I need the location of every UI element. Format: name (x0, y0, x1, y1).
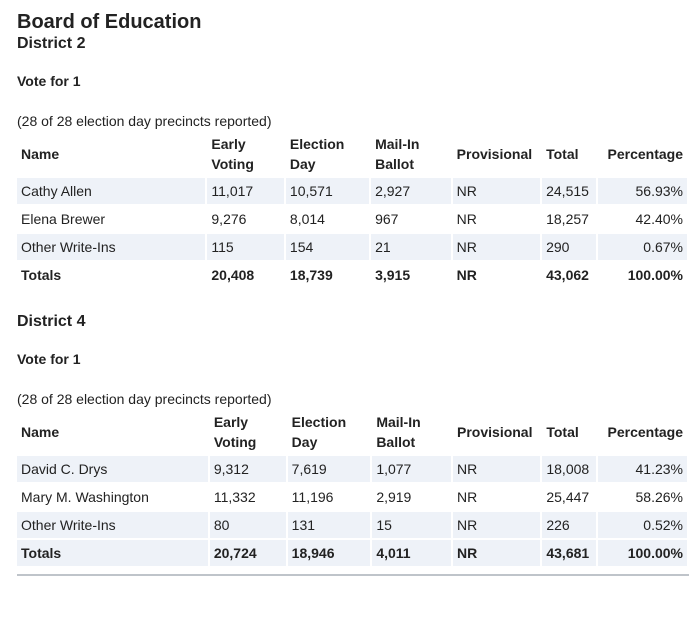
page-title: Board of Education (17, 11, 202, 33)
totals-row: Totals 20,724 18,946 4,011 NR 43,681 100… (17, 540, 687, 566)
provisional-total: NR (453, 540, 541, 566)
results-page: Board of Education District 2 Vote for 1… (17, 11, 689, 576)
early-voting-value: 11,332 (213, 489, 256, 505)
table-row: David C. Drys 9,312 7,619 1,077 NR 18,00… (17, 456, 687, 482)
early-voting-value: 9,312 (209, 456, 286, 482)
total-value: 290 (542, 234, 596, 260)
header-mail-in-ballot: Mail-In Ballot (376, 414, 421, 450)
provisional-value: NR (453, 456, 541, 482)
mail-in-value: 2,927 (371, 178, 451, 204)
header-early-voting: Early Voting (211, 136, 254, 172)
header-provisional: Provisional (457, 424, 533, 440)
early-voting-total: 20,408 (211, 267, 255, 283)
early-voting-value: 9,276 (211, 211, 247, 227)
table-row: Mary M. Washington 11,332 11,196 2,919 N… (17, 484, 687, 510)
mail-in-value: 1,077 (372, 456, 452, 482)
header-name: Name (21, 424, 60, 440)
election-day-total: 18,946 (287, 540, 371, 566)
total-value: 226 (542, 512, 596, 538)
percentage-total: 100.00% (597, 540, 687, 566)
table-header-row: Name Early Voting Election Day Mail-In Ball… (17, 410, 687, 454)
header-provisional: Provisional (456, 146, 533, 162)
election-day-value: 131 (287, 512, 371, 538)
vote-for-label: Vote for 1 (17, 351, 81, 367)
header-election-day: Election Day (289, 136, 345, 172)
total-value: 25,447 (546, 489, 590, 505)
candidate-name: Mary M. Washington (21, 489, 149, 505)
provisional-value: NR (456, 211, 477, 227)
precincts-reported: (28 of 28 election day precincts reporte… (17, 391, 272, 407)
header-mail-in-ballot: Mail-In Ballot (375, 136, 420, 172)
percentage-value: 56.93% (597, 178, 687, 204)
total-value: 18,008 (542, 456, 596, 482)
totals-label: Totals (17, 540, 208, 566)
header-name: Name (21, 146, 60, 162)
candidate-name: David C. Drys (17, 456, 208, 482)
election-day-value: 10,571 (285, 178, 370, 204)
total-value: 24,515 (542, 178, 596, 204)
header-percentage: Percentage (607, 424, 683, 440)
provisional-value: NR (452, 178, 541, 204)
provisional-value: NR (453, 512, 541, 538)
vote-for-label: Vote for 1 (17, 73, 81, 89)
header-early-voting: Early Voting (213, 414, 257, 450)
totals-row: Totals 20,408 18,739 3,915 NR 43,062 100… (17, 262, 687, 288)
header-percentage: Percentage (607, 146, 683, 162)
grand-total: 43,062 (546, 267, 589, 283)
results-table: Name Early Voting Election Day Mail-In Ball… (15, 130, 689, 290)
election-day-value: 7,619 (287, 456, 371, 482)
candidate-name: Cathy Allen (17, 178, 206, 204)
election-day-value: 8,014 (289, 211, 325, 227)
percentage-value: 58.26% (635, 489, 683, 505)
early-voting-value: 115 (207, 234, 284, 260)
mail-in-value: 967 (375, 211, 399, 227)
election-day-value: 11,196 (291, 489, 334, 505)
mail-in-value: 15 (372, 512, 452, 538)
percentage-total: 100.00% (627, 267, 683, 283)
candidate-name: Elena Brewer (21, 211, 106, 227)
header-election-day: Election Day (291, 414, 347, 450)
candidate-name: Other Write-Ins (17, 234, 206, 260)
district-section: District 2 Vote for 1 (28 of 28 election… (17, 34, 687, 290)
table-row: Other Write-Ins 115 154 21 NR 290 0.67% (17, 234, 687, 260)
precincts-reported: (28 of 28 election day precincts reporte… (17, 113, 272, 129)
district-section: District 4 Vote for 1 (28 of 28 election… (17, 312, 687, 568)
early-voting-value: 11,017 (207, 178, 284, 204)
mail-in-value: 21 (371, 234, 451, 260)
grand-total: 43,681 (542, 540, 596, 566)
total-value: 18,257 (546, 211, 589, 227)
early-voting-value: 80 (209, 512, 286, 538)
provisional-total: NR (456, 267, 477, 283)
mail-in-value: 2,919 (376, 489, 412, 505)
percentage-value: 0.52% (597, 512, 687, 538)
results-table: Name Early Voting Election Day Mail-In Ball… (15, 408, 689, 568)
candidate-name: Other Write-Ins (17, 512, 208, 538)
table-header-row: Name Early Voting Election Day Mail-In Ball… (17, 132, 687, 176)
district-title: District 4 (17, 313, 86, 330)
percentage-value: 41.23% (597, 456, 687, 482)
table-row: Other Write-Ins 80 131 15 NR 226 0.52% (17, 512, 687, 538)
mail-in-total: 4,011 (372, 540, 452, 566)
header-total: Total (546, 424, 579, 440)
provisional-value: NR (457, 489, 478, 505)
percentage-value: 0.67% (597, 234, 687, 260)
district-title: District 2 (17, 35, 86, 52)
divider (17, 574, 689, 576)
election-day-value: 154 (285, 234, 370, 260)
totals-label: Totals (21, 267, 62, 283)
header-total: Total (546, 146, 579, 162)
table-row: Cathy Allen 11,017 10,571 2,927 NR 24,51… (17, 178, 687, 204)
early-voting-total: 20,724 (209, 540, 286, 566)
election-day-total: 18,739 (289, 267, 333, 283)
mail-in-total: 3,915 (375, 267, 411, 283)
table-row: Elena Brewer 9,276 8,014 967 NR 18,257 4… (17, 206, 687, 232)
percentage-value: 42.40% (635, 211, 683, 227)
provisional-value: NR (452, 234, 541, 260)
